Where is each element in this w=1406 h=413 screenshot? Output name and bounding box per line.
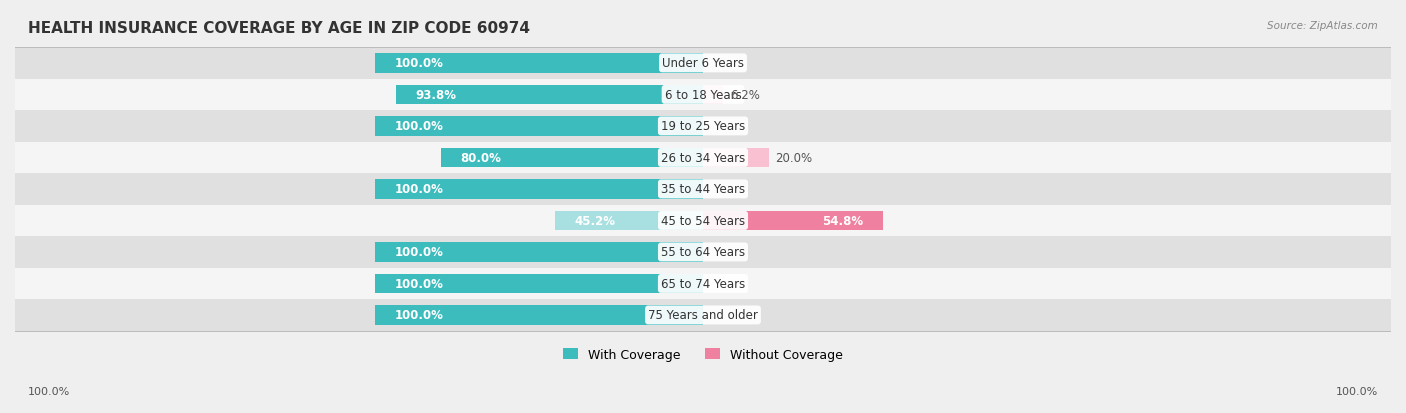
Text: 100.0%: 100.0% bbox=[28, 387, 70, 396]
Bar bbox=[395, 85, 703, 105]
Text: 75 Years and older: 75 Years and older bbox=[648, 309, 758, 322]
Legend: With Coverage, Without Coverage: With Coverage, Without Coverage bbox=[558, 343, 848, 366]
Text: 80.0%: 80.0% bbox=[461, 152, 502, 164]
Bar bbox=[15, 237, 1391, 268]
Text: 35 to 44 Years: 35 to 44 Years bbox=[661, 183, 745, 196]
Text: 6.2%: 6.2% bbox=[730, 89, 759, 102]
Text: 65 to 74 Years: 65 to 74 Years bbox=[661, 277, 745, 290]
Text: Source: ZipAtlas.com: Source: ZipAtlas.com bbox=[1267, 21, 1378, 31]
Text: 100.0%: 100.0% bbox=[1336, 387, 1378, 396]
Bar bbox=[375, 274, 703, 294]
Bar bbox=[15, 48, 1391, 79]
Bar bbox=[441, 148, 703, 168]
Bar bbox=[555, 211, 703, 230]
Text: HEALTH INSURANCE COVERAGE BY AGE IN ZIP CODE 60974: HEALTH INSURANCE COVERAGE BY AGE IN ZIP … bbox=[28, 21, 530, 36]
Text: Under 6 Years: Under 6 Years bbox=[662, 57, 744, 70]
Bar bbox=[15, 111, 1391, 142]
Bar bbox=[15, 142, 1391, 174]
Text: 45.2%: 45.2% bbox=[575, 214, 616, 228]
Bar bbox=[375, 242, 703, 262]
Text: 100.0%: 100.0% bbox=[395, 309, 444, 322]
Text: 19 to 25 Years: 19 to 25 Years bbox=[661, 120, 745, 133]
Bar bbox=[15, 79, 1391, 111]
Bar bbox=[703, 148, 769, 168]
Text: 45 to 54 Years: 45 to 54 Years bbox=[661, 214, 745, 228]
Text: 100.0%: 100.0% bbox=[395, 120, 444, 133]
Bar bbox=[375, 180, 703, 199]
Text: 100.0%: 100.0% bbox=[395, 277, 444, 290]
Bar bbox=[703, 211, 883, 230]
Text: 20.0%: 20.0% bbox=[775, 152, 813, 164]
Text: 6 to 18 Years: 6 to 18 Years bbox=[665, 89, 741, 102]
Text: 100.0%: 100.0% bbox=[395, 57, 444, 70]
Bar bbox=[15, 205, 1391, 237]
Text: 100.0%: 100.0% bbox=[395, 183, 444, 196]
Text: 93.8%: 93.8% bbox=[415, 89, 457, 102]
Bar bbox=[375, 306, 703, 325]
Bar bbox=[15, 268, 1391, 299]
Bar bbox=[15, 299, 1391, 331]
Bar bbox=[375, 54, 703, 74]
Text: 100.0%: 100.0% bbox=[395, 246, 444, 259]
Bar bbox=[375, 117, 703, 136]
Bar bbox=[703, 85, 723, 105]
Text: 26 to 34 Years: 26 to 34 Years bbox=[661, 152, 745, 164]
Text: 55 to 64 Years: 55 to 64 Years bbox=[661, 246, 745, 259]
Bar bbox=[15, 174, 1391, 205]
Text: 54.8%: 54.8% bbox=[821, 214, 863, 228]
